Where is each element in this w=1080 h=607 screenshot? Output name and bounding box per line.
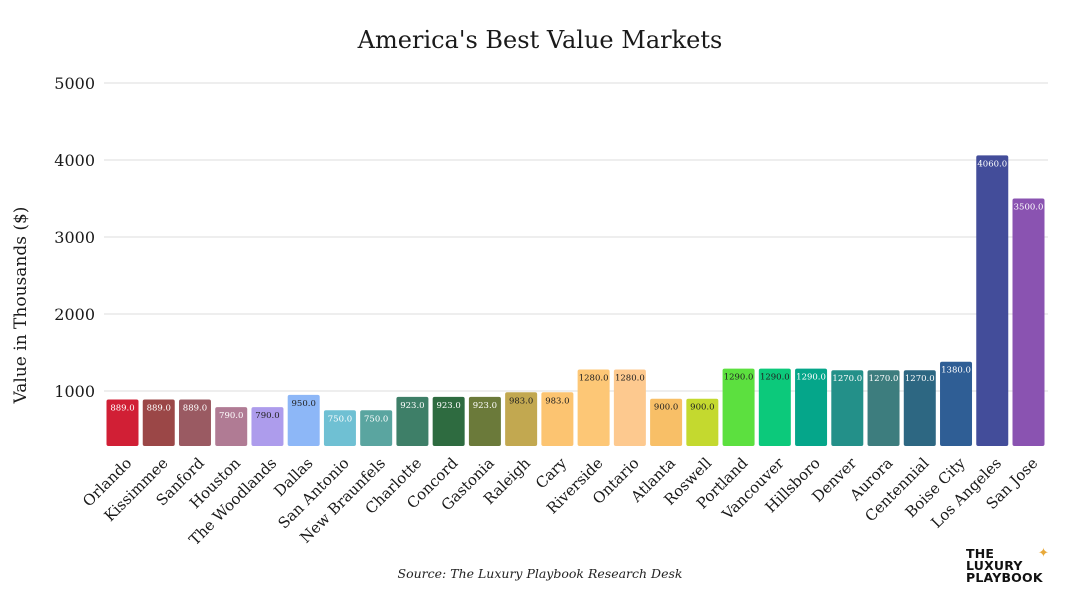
y-tick-label: 4000 xyxy=(54,151,95,170)
bar xyxy=(1012,198,1045,446)
bar xyxy=(541,392,574,446)
bar xyxy=(903,370,936,446)
data-label: 1290.0 xyxy=(796,373,826,383)
data-label: 983.0 xyxy=(509,396,533,406)
bar xyxy=(505,392,538,446)
bar xyxy=(650,398,683,446)
data-label: 790.0 xyxy=(255,411,279,421)
y-tick-label: 3000 xyxy=(54,228,95,247)
data-label: 1270.0 xyxy=(832,374,862,384)
bar xyxy=(251,407,284,446)
data-label: 923.0 xyxy=(473,401,497,411)
bar xyxy=(686,398,719,446)
data-label: 950.0 xyxy=(292,399,316,409)
data-label: 1270.0 xyxy=(905,374,935,384)
data-label: 923.0 xyxy=(436,401,460,411)
bar xyxy=(577,369,610,446)
bar xyxy=(178,399,211,446)
data-label: 3500.0 xyxy=(1014,203,1044,213)
logo-line-1: THE xyxy=(966,546,995,561)
bars xyxy=(106,155,1045,446)
data-label: 790.0 xyxy=(219,411,243,421)
bar xyxy=(287,394,320,446)
y-tick-label: 2000 xyxy=(54,305,95,324)
data-label: 1380.0 xyxy=(941,366,971,376)
y-axis-ticks: 1000 2000 3000 4000 5000 xyxy=(54,74,95,401)
y-axis-label: Value in Thousands ($) xyxy=(11,207,31,405)
data-label: 750.0 xyxy=(364,414,388,424)
bar xyxy=(432,396,465,446)
y-tick-label: 5000 xyxy=(54,74,95,93)
data-label: 889.0 xyxy=(147,404,171,414)
data-label: 750.0 xyxy=(328,414,352,424)
data-labels: 889.0 889.0 889.0 790.0 790.0 950.0 750.0 750.0… xyxy=(110,159,1043,424)
sparkle-icon: ✦ xyxy=(1038,546,1050,561)
data-label: 900.0 xyxy=(690,403,714,413)
bar xyxy=(215,407,248,446)
bar xyxy=(468,396,501,446)
bar xyxy=(867,370,900,446)
bar xyxy=(396,396,429,446)
logo-line-3: PLAYBOOK xyxy=(966,570,1043,585)
bar xyxy=(795,368,828,446)
bar xyxy=(940,361,973,446)
data-label: 1270.0 xyxy=(869,374,899,384)
logo-line-2: LUXURY xyxy=(966,558,1023,573)
bar xyxy=(142,399,175,446)
gridlines xyxy=(104,82,1048,392)
data-label: 1290.0 xyxy=(760,373,790,383)
bar xyxy=(106,399,139,446)
data-label: 1290.0 xyxy=(724,373,754,383)
source-note: Source: The Luxury Playbook Research Des… xyxy=(397,566,683,581)
y-tick-label: 1000 xyxy=(54,382,95,401)
data-label: 1280.0 xyxy=(579,373,609,383)
data-label: 1280.0 xyxy=(615,373,645,383)
bar xyxy=(323,410,356,446)
bar xyxy=(360,410,393,446)
data-label: 4060.0 xyxy=(977,159,1007,169)
bar xyxy=(976,155,1009,446)
data-label: 889.0 xyxy=(183,404,207,414)
bar xyxy=(831,370,864,446)
data-label: 923.0 xyxy=(400,401,424,411)
data-label: 889.0 xyxy=(110,404,134,414)
bar xyxy=(722,368,755,446)
chart-title: America's Best Value Markets xyxy=(357,26,723,54)
data-label: 983.0 xyxy=(545,396,569,406)
bar xyxy=(613,369,646,446)
bar xyxy=(758,368,791,446)
data-label: 900.0 xyxy=(654,403,678,413)
brand-logo: THE LUXURY PLAYBOOK ✦ xyxy=(966,546,1066,585)
